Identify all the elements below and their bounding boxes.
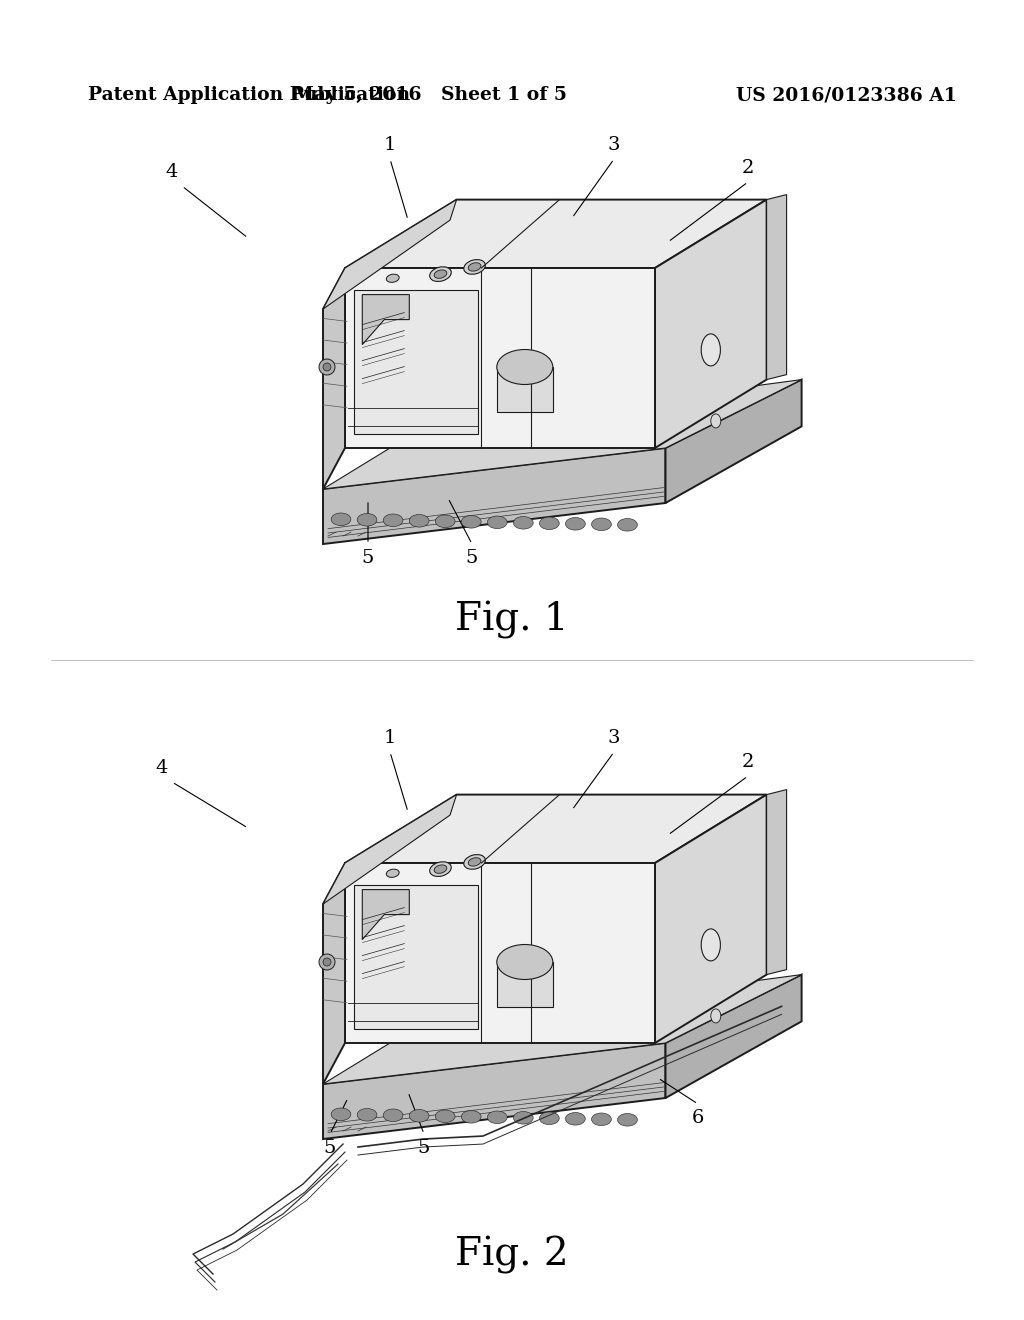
Ellipse shape <box>497 945 553 979</box>
Text: 4: 4 <box>166 162 178 181</box>
Ellipse shape <box>430 862 452 876</box>
Text: 3: 3 <box>608 136 621 154</box>
Polygon shape <box>497 367 553 412</box>
Polygon shape <box>497 962 553 1007</box>
Ellipse shape <box>357 513 377 527</box>
Ellipse shape <box>701 334 721 366</box>
Ellipse shape <box>434 269 446 279</box>
Ellipse shape <box>487 1111 507 1123</box>
Polygon shape <box>323 447 666 544</box>
Polygon shape <box>323 1043 666 1139</box>
Ellipse shape <box>468 858 481 866</box>
Text: Fig. 1: Fig. 1 <box>456 601 568 639</box>
Ellipse shape <box>319 954 335 970</box>
Text: Patent Application Publication: Patent Application Publication <box>88 86 411 104</box>
Ellipse shape <box>410 515 429 527</box>
Ellipse shape <box>435 515 455 528</box>
Ellipse shape <box>410 1110 429 1122</box>
Polygon shape <box>323 974 802 1084</box>
Polygon shape <box>345 795 767 863</box>
Ellipse shape <box>323 958 331 966</box>
Ellipse shape <box>461 516 481 528</box>
Ellipse shape <box>430 267 452 281</box>
Polygon shape <box>767 194 786 380</box>
Ellipse shape <box>357 1109 377 1121</box>
Text: 1: 1 <box>384 729 396 747</box>
Ellipse shape <box>383 1109 403 1122</box>
Ellipse shape <box>711 1008 721 1023</box>
Polygon shape <box>345 268 655 447</box>
Ellipse shape <box>711 414 721 428</box>
Polygon shape <box>666 380 802 503</box>
Text: 2: 2 <box>741 752 755 771</box>
Ellipse shape <box>464 260 485 275</box>
Ellipse shape <box>319 359 335 375</box>
Text: 5: 5 <box>466 549 478 568</box>
Ellipse shape <box>513 516 534 529</box>
Ellipse shape <box>464 854 485 870</box>
Ellipse shape <box>323 363 331 371</box>
Text: 5: 5 <box>324 1139 336 1158</box>
Text: 2: 2 <box>741 158 755 177</box>
Text: May 5, 2016   Sheet 1 of 5: May 5, 2016 Sheet 1 of 5 <box>293 86 567 104</box>
Polygon shape <box>354 884 478 1028</box>
Ellipse shape <box>461 1110 481 1123</box>
Ellipse shape <box>468 263 481 271</box>
Polygon shape <box>323 268 345 488</box>
Polygon shape <box>655 795 767 1043</box>
Polygon shape <box>345 199 767 268</box>
Ellipse shape <box>497 350 553 384</box>
Polygon shape <box>323 199 457 309</box>
Ellipse shape <box>540 517 559 529</box>
Ellipse shape <box>513 1111 534 1125</box>
Text: 5: 5 <box>361 549 374 568</box>
Ellipse shape <box>617 1114 637 1126</box>
Ellipse shape <box>617 519 637 531</box>
Polygon shape <box>362 890 410 940</box>
Ellipse shape <box>487 516 507 528</box>
Ellipse shape <box>434 865 446 874</box>
Ellipse shape <box>383 513 403 527</box>
Text: 4: 4 <box>156 759 168 777</box>
Ellipse shape <box>565 517 586 531</box>
Polygon shape <box>666 974 802 1098</box>
Ellipse shape <box>386 275 399 282</box>
Polygon shape <box>323 863 345 1084</box>
Polygon shape <box>323 380 802 488</box>
Polygon shape <box>345 863 655 1043</box>
Ellipse shape <box>386 869 399 878</box>
Text: 6: 6 <box>692 1109 705 1127</box>
Ellipse shape <box>592 517 611 531</box>
Ellipse shape <box>331 513 351 525</box>
Ellipse shape <box>540 1111 559 1125</box>
Ellipse shape <box>701 929 721 961</box>
Text: 1: 1 <box>384 136 396 154</box>
Text: US 2016/0123386 A1: US 2016/0123386 A1 <box>736 86 956 104</box>
Polygon shape <box>655 199 767 447</box>
Ellipse shape <box>435 1110 455 1122</box>
Polygon shape <box>323 795 457 904</box>
Ellipse shape <box>565 1113 586 1125</box>
Polygon shape <box>767 789 786 974</box>
Polygon shape <box>362 294 410 345</box>
Text: 5: 5 <box>418 1139 430 1158</box>
Polygon shape <box>354 289 478 433</box>
Ellipse shape <box>331 1107 351 1121</box>
Text: Fig. 2: Fig. 2 <box>456 1236 568 1274</box>
Ellipse shape <box>592 1113 611 1126</box>
Text: 3: 3 <box>608 729 621 747</box>
